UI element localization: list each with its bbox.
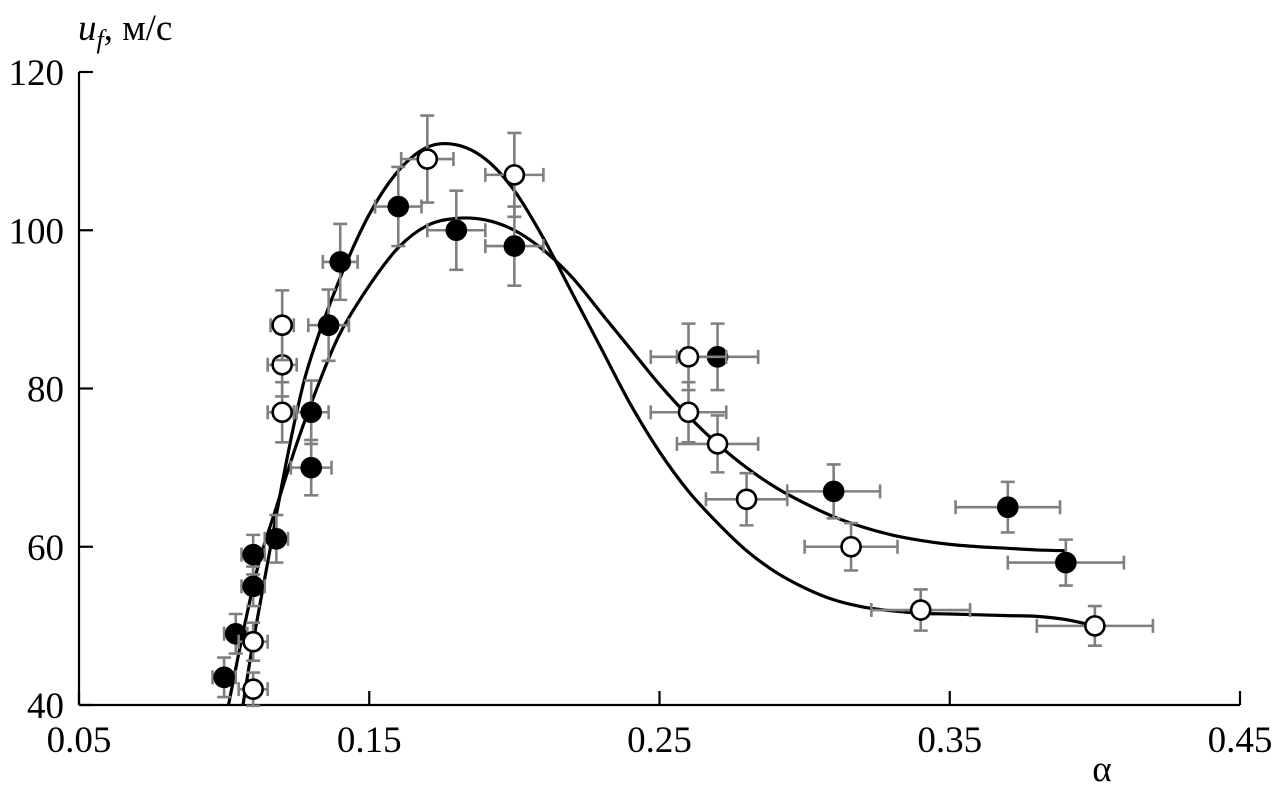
y-axis-sub: f [97, 25, 108, 54]
data-point [306, 288, 351, 363]
x-tick-label: 0.35 [917, 720, 982, 761]
filled-marker [822, 480, 845, 503]
data-point [426, 189, 487, 272]
filled-marker [224, 622, 247, 645]
open-marker [735, 488, 758, 511]
filled-marker [329, 251, 352, 273]
filled-marker [1055, 551, 1077, 574]
filled-marker [242, 543, 264, 566]
fit-curves [226, 141, 1096, 706]
data-point [649, 380, 728, 444]
filled-marker [213, 666, 235, 689]
open-marker [840, 535, 862, 558]
svg-text:uf, м/с: uf, м/с [78, 8, 172, 54]
filled-marker [300, 401, 323, 424]
data-point [1006, 538, 1126, 587]
y-axis-title: uf, м/с [78, 8, 172, 54]
data-point [292, 379, 330, 446]
open-marker [503, 164, 526, 186]
data-point [704, 471, 789, 527]
data-point [675, 414, 760, 474]
y-axis-unit: , м/с [104, 8, 173, 49]
filled-marker [242, 575, 264, 598]
filled-marker [300, 456, 323, 479]
open-marker [1084, 615, 1106, 637]
filled-marker [445, 219, 468, 242]
filled-marker [503, 235, 526, 257]
data-point [373, 165, 423, 248]
axes: 0.05 0.15 0.25 0.35 0.45 40 60 80 100 120 [9, 53, 1273, 761]
open-marker [271, 314, 293, 337]
x-tick-label: 0.45 [1208, 720, 1273, 761]
data-point [321, 222, 359, 302]
y-tick-label: 120 [9, 53, 65, 94]
fit-curve-1 [226, 216, 1066, 706]
filled-marker [996, 496, 1019, 518]
x-axis-title: α [1092, 749, 1111, 790]
data-point [1035, 604, 1155, 647]
open-marker [271, 401, 293, 424]
data-point [289, 438, 333, 497]
data-point [222, 612, 249, 655]
y-tick-label: 60 [27, 528, 64, 569]
data-point [263, 513, 290, 564]
filled-marker [265, 528, 288, 550]
open-marker [242, 630, 264, 653]
data-point [649, 322, 728, 392]
data-point [803, 521, 899, 572]
data-point [484, 131, 545, 219]
data-point [266, 380, 298, 444]
x-tick-label: 0.25 [627, 720, 692, 761]
y-axis-var: u [78, 8, 97, 49]
y-tick-label: 40 [27, 686, 64, 727]
data-point [237, 671, 269, 708]
x-tick-label: 0.05 [47, 720, 112, 761]
data-point [211, 656, 238, 699]
y-tick-label: 100 [9, 211, 65, 252]
filled-marker [387, 195, 410, 218]
data-point [785, 463, 882, 520]
data-point [399, 114, 455, 204]
data-point [954, 480, 1062, 534]
data-point [240, 533, 267, 576]
open-marker [242, 678, 264, 700]
open-marker [677, 401, 700, 424]
data-point [484, 205, 545, 287]
fit-curve-2 [241, 141, 1096, 706]
open-marker [909, 599, 932, 621]
open-marker [416, 148, 439, 170]
open-marker [677, 346, 700, 368]
y-tick-label: 80 [27, 370, 64, 411]
open-marker [706, 433, 729, 455]
data-points [211, 114, 1155, 708]
data-point [269, 289, 296, 362]
data-point [870, 588, 972, 632]
data-point [237, 621, 269, 662]
x-tick-label: 0.15 [337, 720, 402, 761]
filled-marker [317, 314, 340, 337]
